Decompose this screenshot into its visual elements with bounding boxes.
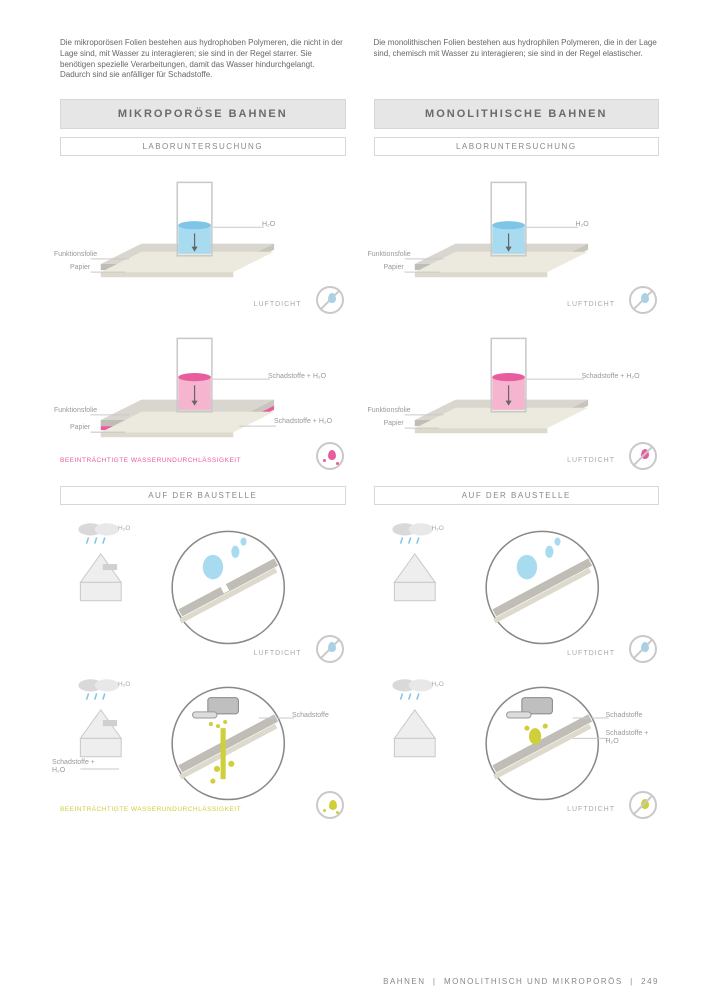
status-luftdicht-2: LUFTDICHT (254, 650, 302, 657)
badge-leak-pink-icon (316, 442, 344, 470)
label-schadstoffe-h2o-2: Schadstoffe + H₂O (274, 418, 332, 426)
label-h2o-rain: H₂O (118, 525, 130, 532)
section-lab-right: LABORUNTERSUCHUNG (374, 137, 660, 156)
status-luftdicht-r1: LUFTDICHT (567, 301, 615, 308)
footer-section: BAHNEN (383, 977, 425, 986)
label-funktionsfolie-2: Funktionsfolie (54, 407, 97, 415)
label-funktionsfolie-r1: Funktionsfolie (368, 251, 411, 259)
label-funktionsfolie-r2: Funktionsfolie (368, 407, 411, 415)
label-schadstoffe: Schadstoffe (292, 712, 329, 720)
panel-r3-site-water: H₂O LUFTDICHT (374, 511, 660, 661)
status-luftdicht-r3: LUFTDICHT (567, 650, 615, 657)
intro-right: Die monolithischen Folien bestehen aus h… (374, 38, 660, 81)
label-schadstoffe-h2o-r4: Schadstoffe + H₂O (606, 730, 656, 745)
column-monolithisch: MONOLITHISCHE BAHNEN LABORUNTERSUCHUNG (374, 99, 660, 817)
title-right: MONOLITHISCHE BAHNEN (374, 99, 660, 129)
intro-left: Die mikroporösen Folien bestehen aus hyd… (60, 38, 346, 81)
status-impaired: BEEINTRÄCHTIGTE WASSERUNDURCHLÄSSIGKEIT (60, 457, 241, 464)
label-papier-r2: Papier (384, 420, 404, 428)
label-papier-2: Papier (70, 424, 90, 432)
label-papier: Papier (70, 264, 90, 272)
badge-no-leak-icon (316, 286, 344, 314)
label-schadstoffe-h2o-r2: Schadstoffe + H₂O (582, 373, 640, 381)
badge-no-leak-yellow-icon (629, 791, 657, 819)
label-h2o-r1: H₂O (576, 221, 589, 229)
badge-no-leak-icon-r3 (629, 635, 657, 663)
panel-r1-lab-water: H₂O Funktionsfolie Papier LUFTDICHT (374, 162, 660, 312)
panel-r4-site-contaminant: H₂O Schadstoffe Schadstoffe + H₂O LUFTDI… (374, 667, 660, 817)
section-site-right: AUF DER BAUSTELLE (374, 486, 660, 505)
panel-l4-site-contaminant: H₂O Schadstoffe Schadstoffe + H₂O BEEINT… (60, 667, 346, 817)
page-footer: BAHNEN | MONOLITHISCH UND MIKROPORÖS | 2… (383, 977, 659, 986)
section-lab-left: LABORUNTERSUCHUNG (60, 137, 346, 156)
badge-leak-yellow-icon (316, 791, 344, 819)
label-papier-r1: Papier (384, 264, 404, 272)
status-luftdicht-r2: LUFTDICHT (567, 457, 615, 464)
label-funktionsfolie: Funktionsfolie (54, 251, 97, 259)
panel-l1-lab-water: H₂O Funktionsfolie Papier LUFTDICHT (60, 162, 346, 312)
title-left: MIKROPORÖSE BAHNEN (60, 99, 346, 129)
label-schadstoffe-r4: Schadstoffe (606, 712, 643, 720)
badge-no-leak-icon-r1 (629, 286, 657, 314)
footer-subsection: MONOLITHISCH UND MIKROPORÖS (444, 977, 623, 986)
column-mikroporoes: MIKROPORÖSE BAHNEN LABORUNTERSUCHUNG (60, 99, 346, 817)
footer-page-number: 249 (641, 977, 659, 986)
label-schadstoffe-h2o: Schadstoffe + H₂O (268, 373, 326, 381)
label-h2o-rain-2: H₂O (118, 681, 130, 688)
panel-l3-site-water: H₂O LUFTDICHT (60, 511, 346, 661)
panel-r2-lab-contaminant: Schadstoffe + H₂O Funktionsfolie Papier … (374, 318, 660, 468)
label-h2o: H₂O (262, 221, 275, 229)
label-h2o-rain-r4: H₂O (432, 681, 444, 688)
section-site-left: AUF DER BAUSTELLE (60, 486, 346, 505)
badge-no-leak-icon-2 (316, 635, 344, 663)
status-luftdicht: LUFTDICHT (254, 301, 302, 308)
label-h2o-rain-r3: H₂O (432, 525, 444, 532)
label-schadstoffe-h2o-3: Schadstoffe + H₂O (52, 759, 100, 774)
status-impaired-2: BEEINTRÄCHTIGTE WASSERUNDURCHLÄSSIGKEIT (60, 806, 241, 813)
badge-no-leak-pink-icon (629, 442, 657, 470)
panel-l2-lab-contaminant: Schadstoffe + H₂O Schadstoffe + H₂O Funk… (60, 318, 346, 468)
status-luftdicht-r4: LUFTDICHT (567, 806, 615, 813)
